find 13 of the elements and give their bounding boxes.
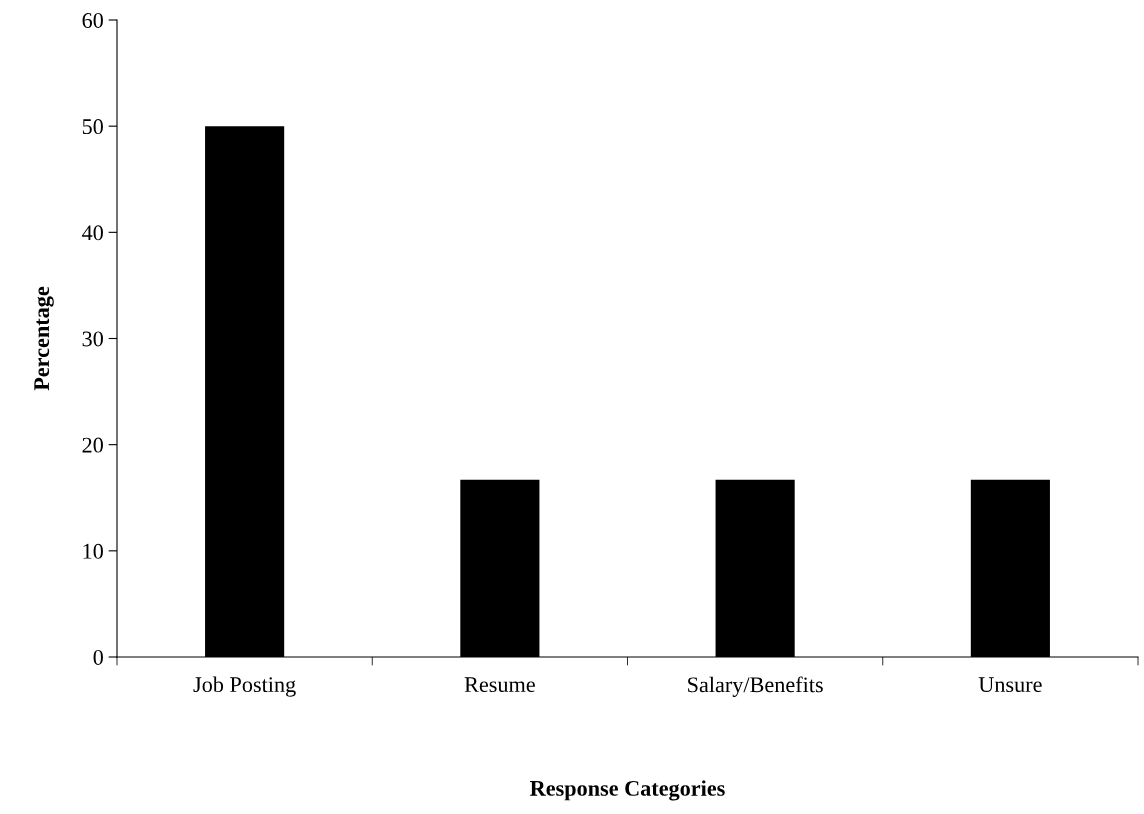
y-tick-label: 30 [82, 331, 103, 347]
y-tick-label: 40 [82, 225, 103, 241]
y-axis-title: Percentage [34, 286, 54, 391]
y-tick-label: 10 [83, 543, 103, 559]
y-tick-label: 0 [93, 649, 103, 665]
x-axis-title: Response Categories [530, 780, 725, 801]
y-tick-label: 20 [82, 437, 103, 453]
y-tick-label: 60 [82, 12, 103, 28]
y-tick-label: 50 [82, 119, 103, 135]
x-tick-label: Salary/Benefits [688, 676, 823, 697]
x-tick-label: Unsure [978, 677, 1042, 693]
x-tick-label: Job Posting [193, 676, 296, 697]
x-tick-label: Resume [464, 677, 535, 693]
